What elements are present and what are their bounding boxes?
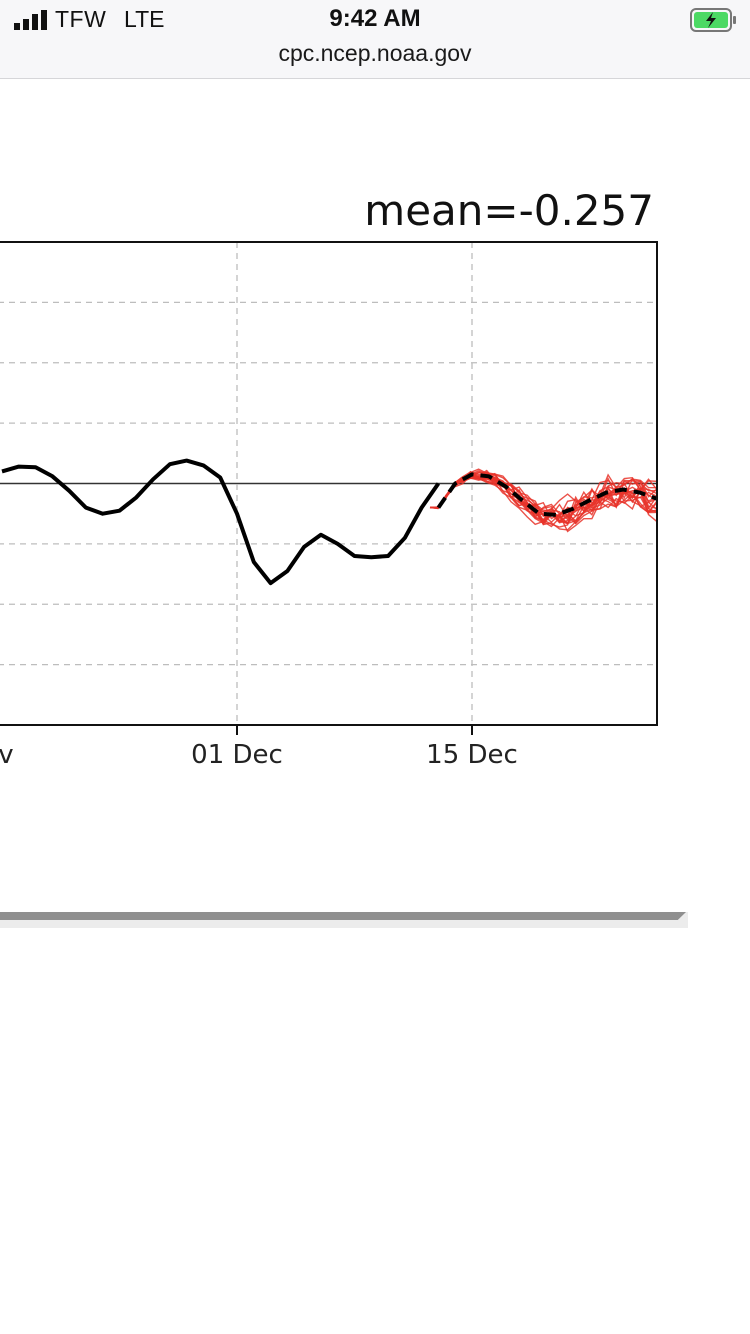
x-tick-label-15-dec: 15 Dec xyxy=(426,740,518,770)
plot-frame xyxy=(0,241,658,726)
battery-charging-icon xyxy=(690,8,736,32)
x-tick-label-partial: v xyxy=(0,740,14,770)
horizontal-scrollbar-thumb[interactable] xyxy=(0,912,686,920)
x-tick-label-01-dec: 01 Dec xyxy=(191,740,283,770)
chart-title: mean=-0.257 xyxy=(364,186,654,235)
status-time: 9:42 AM xyxy=(329,5,421,32)
url-address-bar[interactable]: cpc.ncep.noaa.gov xyxy=(278,40,472,66)
cellular-signal-icon xyxy=(14,10,47,30)
forecast-chart xyxy=(0,241,658,735)
status-bar: TFW LTE 9:42 AM cpc.ncep.noaa.gov xyxy=(0,0,750,79)
network-type: LTE xyxy=(124,6,165,32)
observed-line xyxy=(1,458,441,586)
ensemble-mean-line xyxy=(436,472,658,517)
ensemble-member-line xyxy=(429,471,658,531)
carrier-name: TFW xyxy=(55,6,107,32)
